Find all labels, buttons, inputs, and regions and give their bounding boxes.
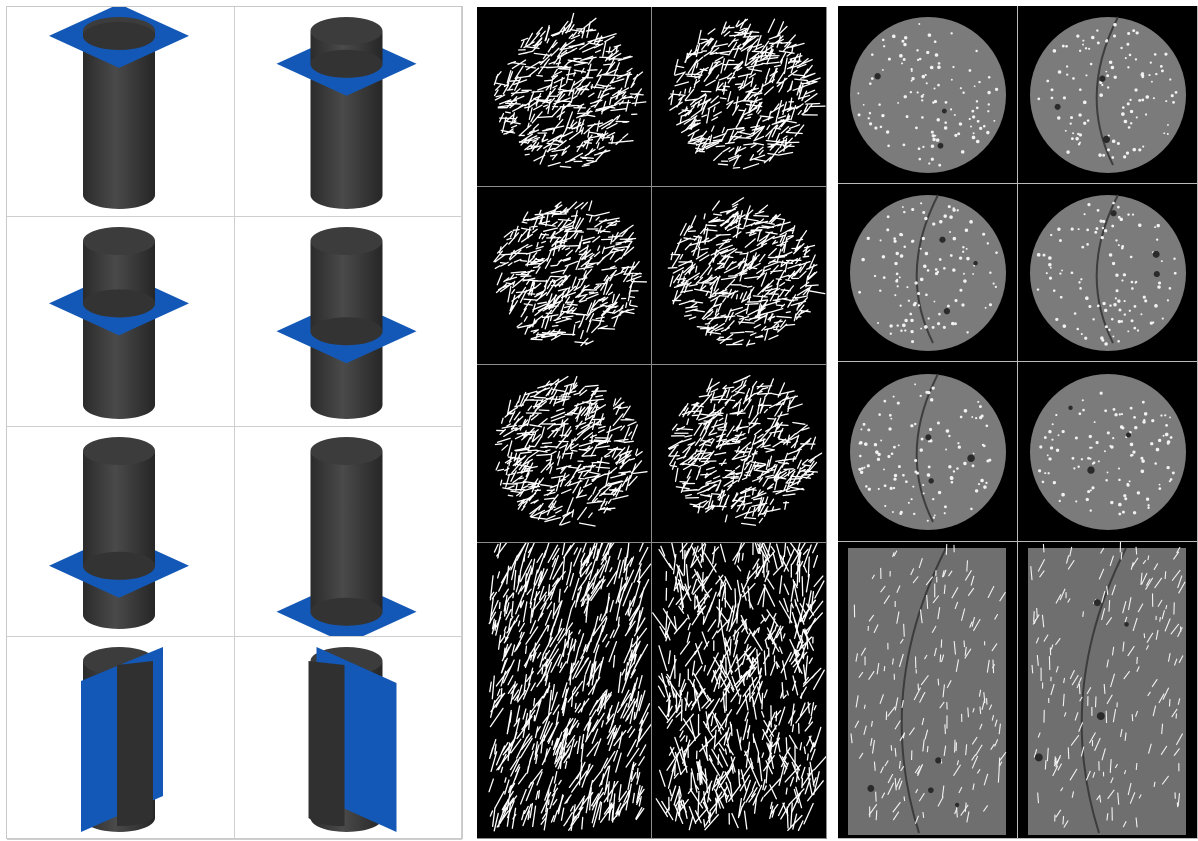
cylinder-plane-diagram (49, 227, 189, 419)
cylinder-half (117, 661, 153, 827)
fibre-slice-cross-section (652, 187, 827, 365)
cylinder-top (83, 227, 155, 255)
cylinder-body (310, 451, 383, 626)
fibre-slice-image (667, 197, 826, 347)
cylinder-plane-diagram (308, 647, 397, 832)
fibre-slice-cross-section (477, 7, 652, 187)
ct-slice-longitudinal (1018, 542, 1198, 839)
cylinder-plane-cell (235, 427, 462, 637)
segmented-fibre-slices-panel (477, 7, 827, 839)
cylinder-plane-diagram (276, 17, 417, 209)
ct-slice-cross-section (1018, 184, 1198, 362)
fibre-slice-image (488, 543, 651, 832)
cylinder-plane-cell (235, 637, 462, 840)
ct-slice-image (850, 194, 1006, 351)
ct-greyscale-slices-panel (838, 6, 1198, 839)
cylinder-plane-diagram (49, 7, 189, 209)
fibre-slice-image (493, 200, 647, 347)
ct-slice-image (850, 373, 1006, 530)
cylinder-plane-cell (7, 7, 235, 217)
cylinder-plane-cell (7, 217, 235, 427)
ct-slice-image (1030, 16, 1186, 173)
cylinder-plane-cell (235, 217, 462, 427)
fibre-slice-image (667, 375, 823, 526)
fibre-slice-image (494, 375, 648, 527)
cylinder-half (308, 661, 345, 827)
fibre-slice-longitudinal (477, 543, 652, 839)
fibre-slice-cross-section (477, 365, 652, 543)
fibre-slice-cross-section (652, 365, 827, 543)
fibre-slice-longitudinal (652, 543, 827, 839)
ct-slice-image (850, 17, 1006, 173)
fibre-slice-image (668, 18, 826, 170)
cylinder-plane-diagram (49, 437, 189, 629)
fibre-slice-image (652, 543, 826, 832)
ct-slice-cross-section (1018, 362, 1198, 542)
cylinder-plane-diagram (276, 437, 417, 636)
cylinder-body (310, 63, 383, 209)
cylinder-body (83, 303, 155, 419)
ct-slice-cross-section (838, 362, 1018, 542)
ct-slice-cross-section (838, 184, 1018, 362)
ct-slice-image (1030, 194, 1186, 351)
cylinder-body (83, 451, 155, 580)
cylinder-plane-cell (7, 427, 235, 637)
cylinder-plane-cell (235, 7, 462, 217)
cutting-plane-schematics-panel (6, 6, 463, 840)
ct-slice-cross-section (838, 6, 1018, 184)
cylinder-plane-diagram (276, 227, 417, 419)
cylinder-plane-cell (7, 637, 235, 840)
cylinder-top (83, 437, 155, 465)
ct-slice-image (848, 544, 1007, 835)
ct-slice-image (1030, 374, 1186, 530)
fibre-slice-cross-section (477, 187, 652, 365)
cylinder-top (310, 17, 383, 45)
ct-slice-image (1028, 542, 1186, 835)
fibre-slice-image (493, 12, 647, 168)
cylinder-body (83, 35, 155, 209)
ct-slice-cross-section (1018, 6, 1198, 184)
cylinder-top (310, 437, 383, 465)
ct-slice-longitudinal (838, 542, 1018, 839)
cylinder-top (310, 227, 383, 255)
fibre-slice-cross-section (652, 7, 827, 187)
cylinder-plane-diagram (81, 647, 163, 832)
